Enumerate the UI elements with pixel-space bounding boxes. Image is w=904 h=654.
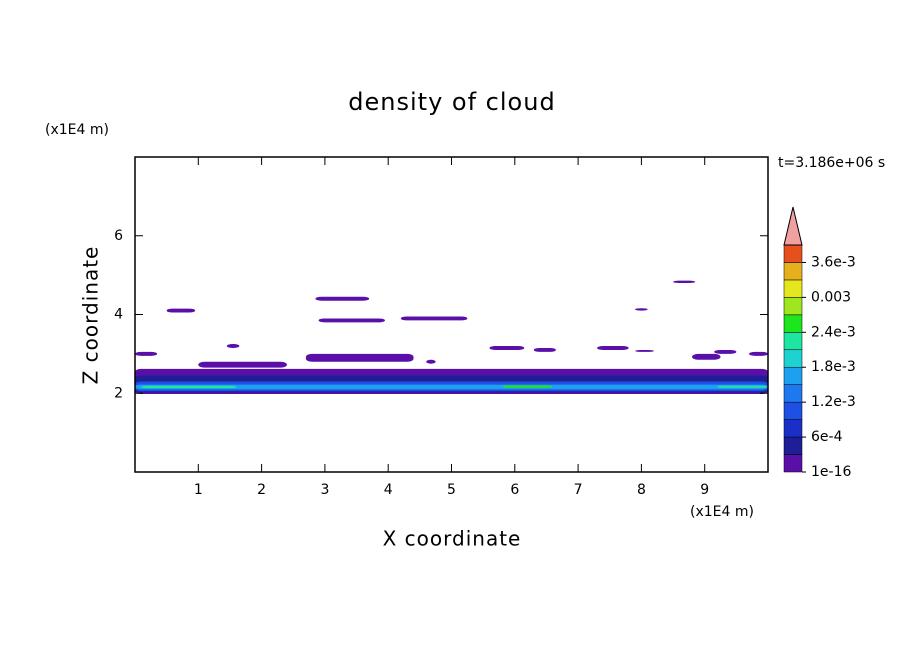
contour-region — [749, 351, 768, 356]
x-tick-label: 9 — [700, 482, 709, 498]
y-unit: (x1E4 m) — [45, 122, 109, 138]
x-unit: (x1E4 m) — [690, 504, 754, 520]
contour-region — [400, 316, 468, 321]
colorbar-box — [783, 262, 803, 281]
contour-region — [426, 359, 436, 364]
contour-region — [198, 361, 287, 368]
colorbar-box — [783, 297, 803, 316]
colorbar-box — [783, 401, 803, 420]
y-axis-label: Z coordinate — [79, 246, 103, 385]
y-tick-label: 6 — [114, 228, 123, 244]
colorbar-box — [783, 384, 803, 403]
x-tick-label: 2 — [257, 482, 266, 498]
time-label: t=3.186e+06 s — [778, 155, 885, 171]
colorbar-box — [783, 244, 803, 263]
contour-region — [717, 385, 768, 388]
contour-region — [502, 385, 553, 388]
colorbar-label: 1.2e-3 — [811, 394, 856, 410]
colorbar-label: 0.003 — [811, 289, 851, 305]
contour-region — [318, 318, 386, 323]
colorbar-box — [783, 419, 803, 438]
colorbar-box — [783, 349, 803, 368]
x-axis-label: X coordinate — [383, 527, 522, 551]
x-tick-label: 4 — [384, 482, 393, 498]
colorbar-box — [783, 454, 803, 473]
contour-region — [305, 353, 414, 362]
colorbar-box — [783, 332, 803, 351]
colorbar-label: 1.8e-3 — [811, 359, 856, 375]
contour-region — [635, 308, 648, 311]
contour-region — [597, 346, 629, 350]
colorbar-box — [783, 366, 803, 385]
contour-region — [714, 349, 737, 354]
contour-region — [226, 344, 240, 348]
colorbar-box — [783, 436, 803, 455]
x-tick-label: 1 — [194, 482, 203, 498]
contour-region — [135, 384, 768, 390]
contour-region — [489, 346, 525, 350]
y-tick-label: 4 — [114, 307, 123, 323]
contour-region — [533, 347, 556, 352]
colorbar-label: 2.4e-3 — [811, 324, 856, 340]
x-tick-label: 7 — [574, 482, 583, 498]
contour-region — [166, 308, 196, 313]
contour-region — [135, 351, 158, 356]
y-tick-label: 2 — [114, 385, 123, 401]
colorbar-label: 6e-4 — [811, 429, 843, 445]
x-tick-label: 3 — [320, 482, 329, 498]
x-tick-label: 5 — [447, 482, 456, 498]
colorbar-label: 3.6e-3 — [811, 254, 856, 270]
x-tick-label: 6 — [510, 482, 519, 498]
colorbar-box — [783, 279, 803, 298]
chart-title: density of cloud — [348, 88, 555, 116]
colorbar-label: 1e-16 — [811, 464, 851, 480]
contour-region — [635, 349, 655, 352]
contour-region — [141, 385, 237, 389]
contour-region — [315, 296, 370, 301]
colorbar-box — [783, 314, 803, 333]
contour-region — [692, 353, 721, 360]
colorbar-over — [783, 206, 803, 246]
x-tick-label: 8 — [637, 482, 646, 498]
plot-frame — [134, 156, 769, 473]
contour-region — [673, 280, 696, 283]
